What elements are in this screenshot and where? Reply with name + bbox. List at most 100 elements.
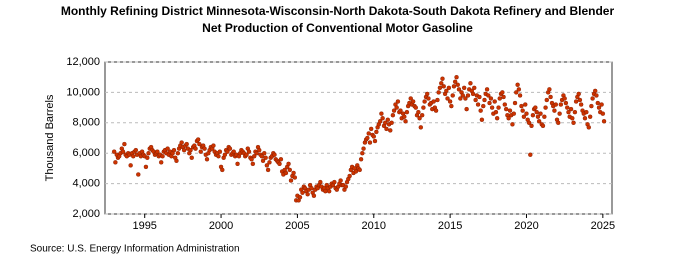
point (440, 76, 445, 81)
point (402, 114, 407, 119)
point (481, 103, 486, 109)
point (235, 161, 240, 167)
point (136, 172, 141, 177)
point (365, 135, 370, 141)
point (408, 96, 413, 101)
point (286, 161, 291, 167)
point (506, 116, 511, 121)
point (372, 138, 378, 144)
point (449, 103, 454, 109)
point (540, 123, 546, 129)
point (477, 94, 482, 100)
point (366, 131, 371, 136)
point (374, 129, 379, 135)
point (202, 146, 207, 151)
point (584, 109, 589, 115)
point (377, 119, 383, 124)
point (278, 157, 284, 162)
point (358, 157, 364, 162)
point (287, 167, 292, 173)
x-tick-label: 2010 (362, 220, 386, 232)
point (111, 149, 117, 154)
point (391, 108, 397, 113)
point (390, 112, 396, 118)
point (343, 184, 349, 189)
point (425, 91, 430, 97)
point (195, 137, 201, 142)
point (385, 117, 391, 122)
point (262, 150, 267, 156)
point (431, 99, 436, 104)
point (193, 146, 198, 151)
point (353, 169, 359, 174)
point (543, 105, 548, 110)
point (566, 109, 571, 115)
point (272, 152, 277, 157)
point (264, 163, 270, 168)
point (563, 100, 569, 106)
point (571, 120, 576, 126)
source: Source: U.S. Energy Information Administ… (30, 244, 240, 255)
point (318, 179, 323, 185)
point (131, 154, 136, 159)
point (479, 117, 485, 122)
point (347, 173, 352, 179)
point (417, 116, 422, 121)
point (456, 87, 462, 92)
point (534, 109, 539, 115)
point (464, 106, 469, 112)
point (160, 154, 165, 159)
point (444, 88, 449, 94)
point (445, 96, 450, 101)
point (436, 90, 441, 95)
y-tick-label: 10,000 (66, 86, 100, 98)
point (536, 119, 542, 124)
point (489, 105, 495, 110)
point (529, 123, 534, 129)
point (403, 119, 408, 124)
point (526, 120, 532, 126)
point (413, 105, 418, 110)
point (277, 161, 282, 167)
point (251, 154, 257, 159)
point (361, 146, 366, 151)
point (454, 74, 459, 80)
point (332, 179, 337, 185)
point (547, 87, 552, 92)
point (265, 167, 271, 173)
point (538, 111, 543, 116)
point (394, 105, 399, 110)
point (257, 147, 262, 153)
point (576, 91, 581, 97)
x-tick-label: 2020 (514, 220, 538, 232)
point (524, 111, 529, 116)
point (260, 158, 266, 164)
point (494, 116, 500, 121)
point (589, 103, 594, 109)
point (211, 143, 216, 148)
y-axis-label: Thousand Barrels (44, 94, 56, 181)
point (492, 99, 497, 104)
point (389, 120, 394, 126)
point (488, 96, 494, 101)
point (596, 105, 602, 110)
point (113, 160, 118, 165)
point (367, 140, 373, 145)
point (422, 99, 427, 104)
point (600, 111, 606, 116)
point (502, 102, 507, 107)
point (573, 99, 579, 104)
point (503, 106, 509, 112)
point (297, 195, 303, 200)
y-tick-label: 4,000 (72, 178, 100, 190)
x-tick-label: 2015 (438, 220, 462, 232)
point (426, 96, 431, 101)
point (486, 93, 491, 98)
point (267, 160, 272, 165)
point (465, 93, 471, 98)
point (528, 152, 533, 157)
point (461, 85, 467, 91)
point (418, 125, 424, 130)
point (556, 120, 561, 126)
point (122, 141, 127, 147)
